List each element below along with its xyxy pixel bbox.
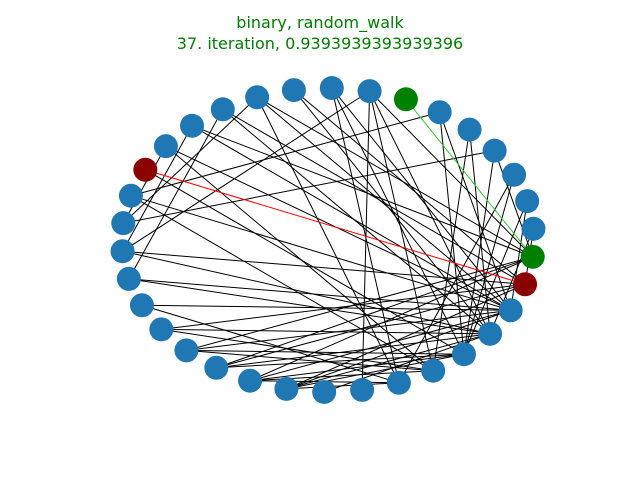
graph-edge	[369, 91, 434, 371]
highlighted-edge	[405, 98, 534, 258]
graph-edge	[369, 90, 534, 258]
graph-edge	[249, 353, 465, 382]
graph-node	[350, 377, 375, 402]
graph-edge	[256, 96, 511, 311]
graph-edge	[165, 145, 434, 372]
graph-node	[118, 183, 143, 208]
graph-edge	[489, 228, 534, 335]
graph-edge	[494, 150, 534, 257]
graph-node	[274, 376, 299, 401]
graph-edge	[122, 250, 526, 285]
graph-edge	[439, 112, 465, 355]
graph-edge	[216, 353, 464, 369]
graph-node	[129, 293, 154, 318]
highlighted-edge	[145, 169, 526, 285]
graph-edge	[128, 278, 511, 311]
graph-node	[238, 368, 263, 393]
graph-edge	[369, 90, 491, 335]
graph-node	[421, 358, 446, 383]
graph-edge	[186, 309, 511, 351]
graph-edge	[130, 195, 511, 311]
graph-node	[498, 298, 523, 323]
graph-node	[116, 266, 141, 291]
graph-edge	[128, 278, 491, 335]
graph-node	[357, 79, 382, 104]
graph-edge	[161, 283, 526, 330]
graph-node	[204, 355, 229, 380]
graph-edge	[191, 125, 511, 311]
graph-node	[110, 239, 135, 264]
graph-edge	[331, 87, 400, 383]
graph-edge	[256, 96, 533, 258]
graph-edge	[186, 349, 464, 355]
graph-edge	[331, 87, 512, 311]
graph-node	[319, 76, 344, 101]
graph-edge	[463, 174, 515, 355]
graph-node	[515, 189, 540, 214]
graph-edge	[361, 91, 371, 390]
graph-edge	[191, 125, 533, 258]
graph-node	[312, 379, 337, 404]
graph-node	[427, 100, 452, 125]
graph-node	[478, 321, 503, 346]
graph-edge	[141, 304, 399, 384]
graph-node	[451, 342, 476, 367]
graph-node	[153, 134, 178, 159]
highlighted-node	[520, 244, 545, 269]
graph-edge	[122, 250, 491, 335]
graph-node	[457, 117, 482, 142]
highlighted-node	[513, 272, 538, 297]
graph-edge	[222, 108, 491, 335]
graph-edge	[122, 96, 258, 224]
graph-edge	[439, 112, 512, 311]
graph-edge	[256, 97, 400, 383]
graph-node	[174, 338, 199, 363]
graph-edge	[463, 200, 528, 355]
graph-node	[210, 97, 235, 122]
graph-edge	[161, 328, 434, 372]
graph-edge	[286, 309, 511, 390]
graph-node	[245, 85, 270, 110]
graph-edge	[432, 129, 471, 371]
graph-edge	[122, 145, 167, 224]
graph-node	[149, 317, 174, 342]
graph-edge	[128, 109, 224, 280]
graph-edge	[463, 150, 496, 355]
graph-nodes	[110, 76, 546, 404]
graph-edge	[161, 328, 491, 335]
graph-edges	[122, 87, 534, 393]
graph-node	[180, 113, 205, 138]
graph-edge	[216, 256, 533, 369]
graph-edge	[186, 349, 434, 372]
highlighted-node	[133, 157, 158, 182]
graph-edge	[130, 195, 434, 372]
graph-edge	[145, 169, 465, 355]
figure-title-line-1: binary, random_walk	[236, 13, 404, 33]
graph-edge	[222, 108, 526, 285]
graph-edge	[122, 90, 370, 252]
graph-node	[111, 211, 136, 236]
graph-edge	[123, 150, 495, 224]
graph-node	[281, 78, 306, 103]
graph-node	[502, 162, 527, 187]
graph-node	[482, 138, 507, 163]
graph-edge	[141, 304, 511, 311]
graph-node	[521, 216, 546, 241]
graph-edge	[216, 333, 491, 369]
graph-edge	[510, 201, 528, 311]
graph-node	[386, 370, 411, 395]
graph-edge	[293, 89, 526, 285]
highlighted-node	[393, 87, 418, 112]
figure-title-line-2: 37. iteration, 0.9393939393939396	[177, 34, 463, 53]
